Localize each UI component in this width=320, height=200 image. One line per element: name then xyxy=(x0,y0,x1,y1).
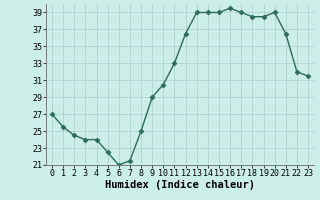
X-axis label: Humidex (Indice chaleur): Humidex (Indice chaleur) xyxy=(105,180,255,190)
